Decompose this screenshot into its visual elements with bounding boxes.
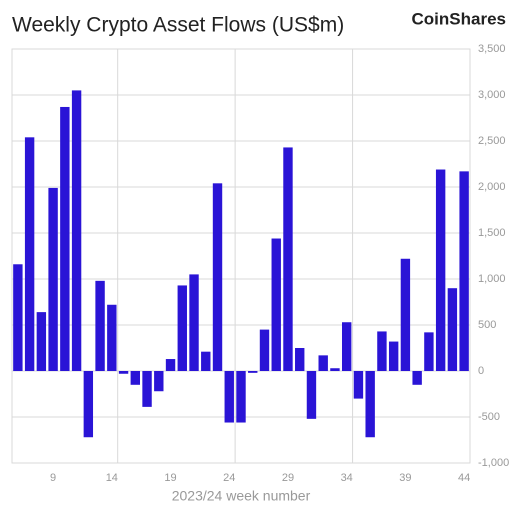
y-tick-label: 1,000	[478, 273, 506, 285]
bar	[353, 371, 364, 399]
bar	[412, 371, 422, 385]
bar	[435, 169, 446, 371]
x-tick-label: 34	[341, 472, 353, 484]
x-axis-label: 2023/24 week number	[172, 488, 311, 504]
bar	[424, 332, 434, 371]
y-tick-label: -500	[478, 411, 500, 423]
bar	[107, 304, 117, 371]
x-tick-label: 44	[458, 472, 470, 484]
bar	[212, 183, 223, 371]
bar	[459, 171, 469, 371]
bar	[48, 187, 58, 371]
bar	[388, 341, 399, 371]
bar	[118, 371, 129, 374]
bar	[318, 355, 328, 371]
bar	[236, 371, 246, 423]
bar	[189, 274, 199, 371]
bar	[71, 90, 82, 372]
x-tick-label: 14	[106, 472, 118, 484]
bar	[60, 106, 70, 372]
y-tick-label: 3,500	[478, 43, 506, 55]
x-tick-label: 39	[399, 472, 411, 484]
bar	[400, 258, 411, 371]
y-tick-label: 1,500	[478, 227, 506, 239]
bar	[259, 329, 270, 371]
bar	[142, 371, 152, 407]
bar	[295, 348, 305, 371]
bar	[154, 371, 164, 392]
bar	[224, 371, 234, 423]
bar	[177, 285, 187, 371]
bar	[271, 238, 281, 371]
bar	[377, 331, 387, 371]
y-tick-label: 2,500	[478, 135, 506, 147]
x-tick-label: 24	[223, 472, 235, 484]
x-tick-label: 19	[164, 472, 176, 484]
bar	[83, 371, 94, 438]
y-tick-label: 2,000	[478, 181, 506, 193]
bar	[341, 322, 352, 371]
bar	[330, 368, 340, 371]
bar	[13, 264, 23, 371]
bar	[130, 371, 141, 385]
y-tick-label: -1,000	[478, 457, 509, 469]
bar	[36, 312, 47, 371]
bar	[201, 351, 211, 371]
x-tick-label: 9	[50, 472, 56, 484]
brand-logo: CoinShares	[412, 9, 506, 28]
y-tick-label: 0	[478, 365, 484, 377]
bar	[24, 137, 35, 371]
bar	[283, 147, 293, 371]
bar	[248, 371, 258, 373]
bar	[165, 359, 176, 371]
bar	[447, 288, 458, 371]
chart-title: Weekly Crypto Asset Flows (US$m)	[12, 14, 344, 37]
bar	[306, 371, 317, 419]
y-tick-label: 500	[478, 319, 496, 331]
bar	[95, 280, 105, 371]
bar	[365, 371, 375, 438]
x-tick-label: 29	[282, 472, 294, 484]
y-tick-label: 3,000	[478, 89, 506, 101]
